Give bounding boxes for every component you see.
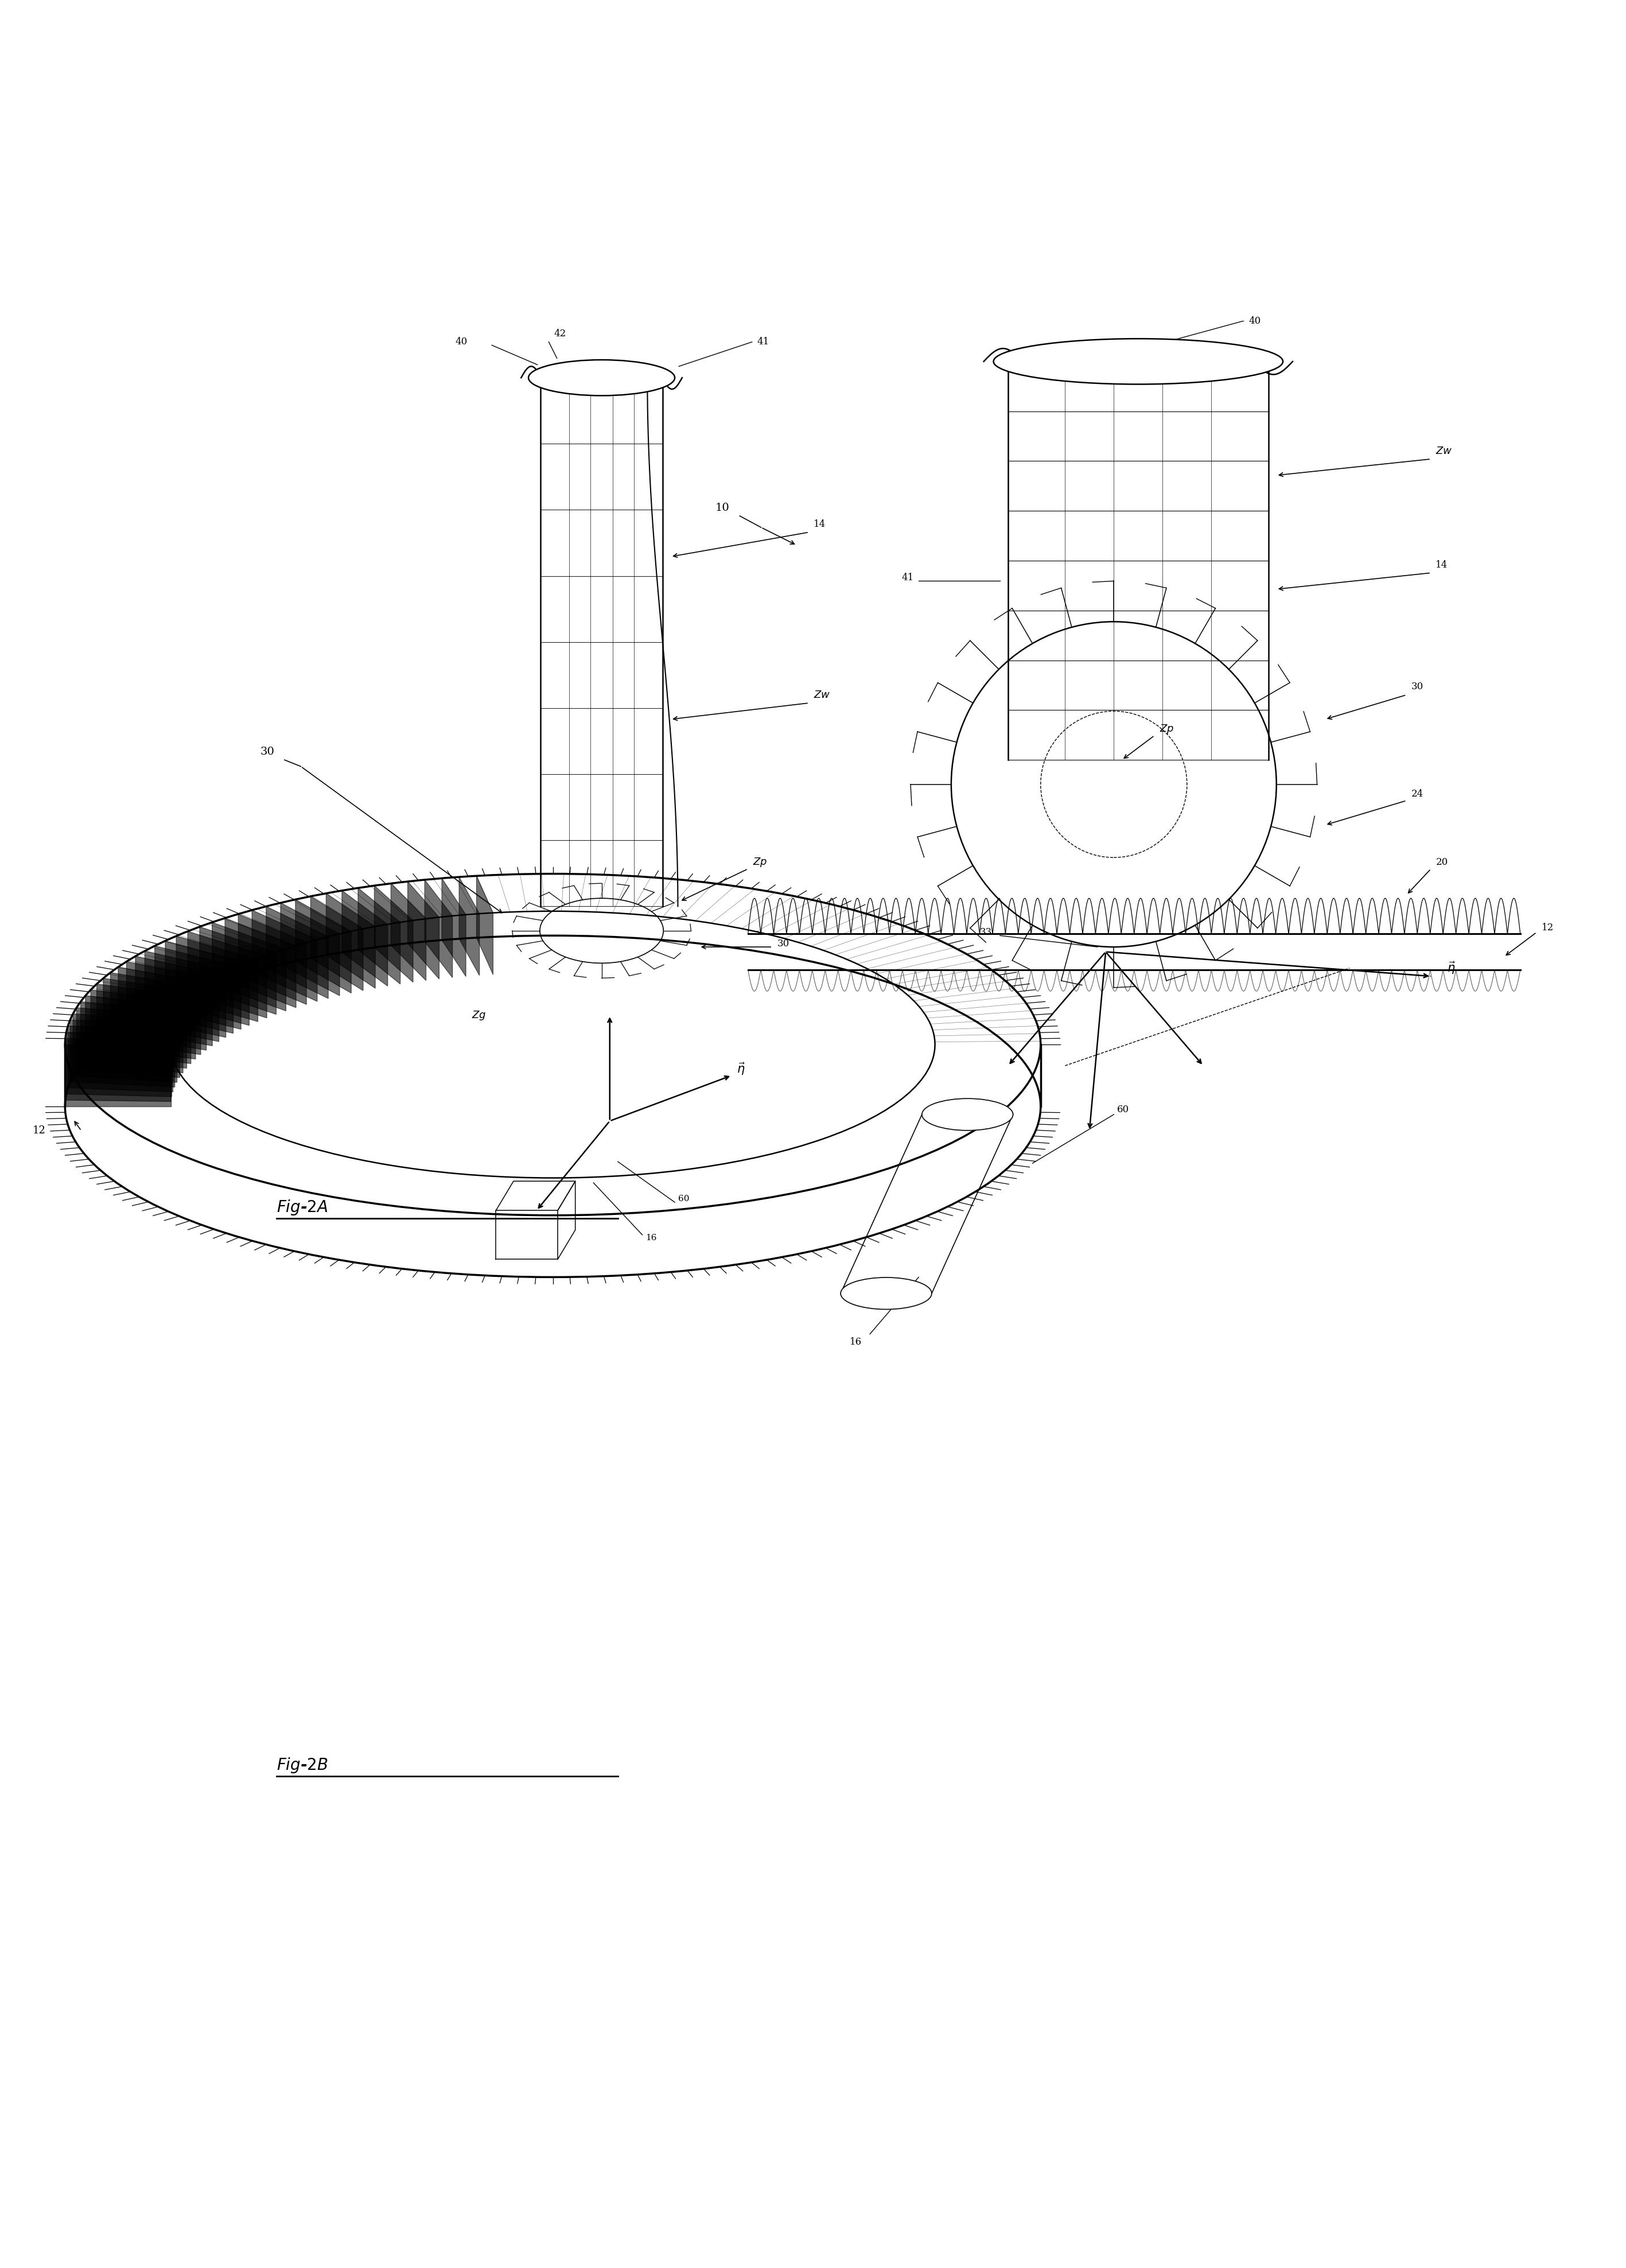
Polygon shape: [200, 928, 276, 1014]
Polygon shape: [311, 896, 363, 991]
Ellipse shape: [841, 1277, 932, 1309]
Polygon shape: [119, 966, 213, 1046]
Polygon shape: [111, 973, 207, 1050]
Text: $\mathit{Zp}$: $\mathit{Zp}$: [753, 857, 767, 869]
Polygon shape: [96, 984, 195, 1059]
Polygon shape: [67, 1032, 172, 1098]
Polygon shape: [70, 1021, 174, 1086]
Text: 20: 20: [1436, 857, 1447, 866]
Polygon shape: [408, 882, 439, 980]
Text: 10: 10: [715, 503, 730, 513]
Text: $\vec{\mathit{\eta}}$: $\vec{\mathit{\eta}}$: [1447, 959, 1455, 975]
Ellipse shape: [528, 361, 675, 395]
Text: 40: 40: [455, 338, 468, 347]
Ellipse shape: [922, 1098, 1013, 1129]
Text: 60: 60: [1117, 1105, 1128, 1114]
Polygon shape: [76, 1007, 180, 1077]
Text: 16: 16: [646, 1234, 657, 1243]
Text: 24: 24: [1411, 789, 1423, 798]
Polygon shape: [239, 914, 306, 1005]
Text: 30: 30: [777, 939, 789, 948]
Polygon shape: [252, 909, 317, 1002]
Polygon shape: [442, 878, 467, 978]
Text: 42: 42: [553, 329, 566, 338]
Polygon shape: [135, 957, 226, 1036]
Polygon shape: [91, 989, 190, 1064]
Text: 30: 30: [1411, 683, 1423, 692]
Text: 14: 14: [813, 519, 826, 528]
Polygon shape: [176, 937, 259, 1021]
Polygon shape: [341, 891, 387, 987]
Polygon shape: [187, 932, 267, 1018]
Polygon shape: [154, 946, 241, 1030]
Text: 40: 40: [1249, 315, 1260, 327]
Polygon shape: [68, 1025, 172, 1091]
Polygon shape: [281, 903, 340, 996]
Polygon shape: [327, 894, 376, 989]
Polygon shape: [65, 1046, 171, 1107]
Text: $\vec{\mathit{\eta}}$: $\vec{\mathit{\eta}}$: [737, 1061, 745, 1077]
Polygon shape: [104, 978, 200, 1055]
Polygon shape: [476, 875, 493, 975]
Text: 16: 16: [850, 1338, 862, 1347]
Text: $\mathit{Zw}$: $\mathit{Zw}$: [1436, 447, 1452, 456]
Polygon shape: [81, 1002, 184, 1073]
Text: 12: 12: [33, 1125, 46, 1136]
Text: 60: 60: [678, 1195, 689, 1202]
Polygon shape: [211, 923, 286, 1012]
Text: 14: 14: [1436, 560, 1447, 569]
Polygon shape: [127, 962, 220, 1041]
Polygon shape: [424, 880, 452, 978]
Text: $\mathit{Zw}$: $\mathit{Zw}$: [813, 689, 831, 701]
Text: 33: 33: [980, 928, 992, 937]
Text: 41: 41: [902, 574, 914, 583]
Text: 30: 30: [260, 746, 275, 758]
Polygon shape: [73, 1014, 177, 1082]
Polygon shape: [374, 885, 413, 982]
Polygon shape: [390, 885, 426, 980]
Polygon shape: [296, 900, 351, 993]
Polygon shape: [358, 889, 400, 984]
Text: 41: 41: [756, 338, 769, 347]
Polygon shape: [224, 919, 296, 1007]
Text: $\mathit{Zg}$: $\mathit{Zg}$: [472, 1009, 486, 1021]
Polygon shape: [459, 878, 480, 975]
Text: $\mathit{Zp}$: $\mathit{Zp}$: [1159, 723, 1174, 735]
Polygon shape: [145, 950, 233, 1034]
Text: 12: 12: [1541, 923, 1553, 932]
Ellipse shape: [993, 338, 1283, 383]
Text: $\mathit{Fig}$-$\mathit{2A}$: $\mathit{Fig}$-$\mathit{2A}$: [276, 1198, 328, 1216]
Polygon shape: [65, 1039, 171, 1102]
Polygon shape: [267, 907, 328, 998]
Text: $\mathit{Fig}$-$\mathit{2B}$: $\mathit{Fig}$-$\mathit{2B}$: [276, 1755, 328, 1774]
Polygon shape: [166, 941, 249, 1025]
Polygon shape: [86, 996, 187, 1068]
